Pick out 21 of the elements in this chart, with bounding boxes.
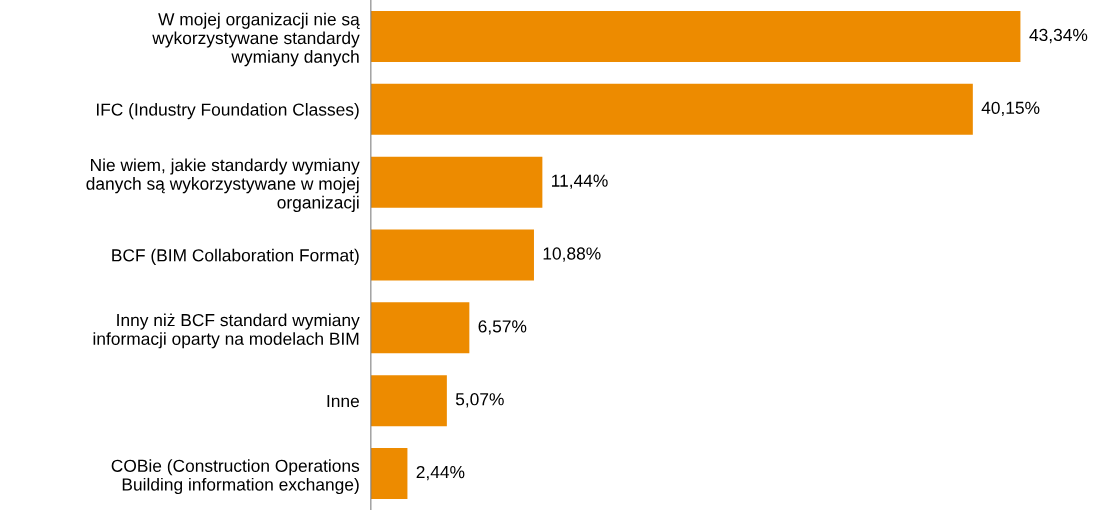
bar [370,10,1021,62]
bar [370,302,470,354]
bar [370,448,408,500]
data-label: 11,44% [552,174,608,189]
data-label: 43,34% [1029,28,1088,44]
y-tick-label: BCF (BIM Collaboration Format) [112,248,359,265]
data-label: 6,57% [478,320,527,335]
data-label: 2,44% [416,465,465,481]
bar [370,229,534,281]
bar [370,375,447,427]
data-label: 40,15% [981,101,1040,116]
bar [370,156,543,208]
y-tick-label: W mojej organizacji nie są wykorzystywane standardy wymiany danych [152,12,360,67]
data-label: 5,07% [455,393,504,408]
y-tick-label: Inne [327,395,359,408]
y-tick-label: Nie wiem, jakie standardy wymiany danych są wykorzystywane w mojej organizacji [86,158,360,212]
y-tick-label: IFC (Industry Foundation Classes) [96,103,359,120]
y-tick-label: COBie (Construction Operations Building information exchange) [111,459,360,495]
bar [370,83,973,135]
y-tick-label: Inny niż BCF standard wymiany informacji oparty na modelach BIM [93,313,360,349]
data-label: 10,88% [543,247,601,262]
